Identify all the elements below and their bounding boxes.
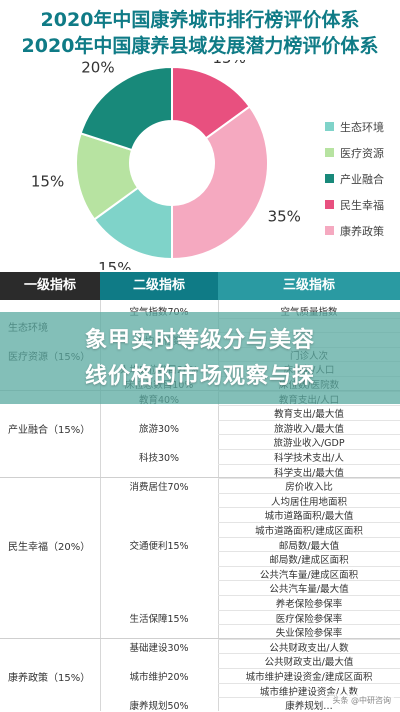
row-divider bbox=[218, 463, 400, 465]
overlay-banner bbox=[0, 312, 400, 404]
table-cell-c3: 康养规划… bbox=[285, 701, 333, 712]
legend-swatch bbox=[325, 122, 334, 131]
slice-label: 35% bbox=[268, 208, 301, 226]
header-level-3: 三级指标 bbox=[218, 272, 400, 300]
watermark: 头条 @中研咨询 bbox=[329, 694, 394, 707]
group-divider bbox=[0, 637, 400, 639]
row-divider bbox=[218, 492, 400, 494]
group-divider bbox=[0, 477, 400, 479]
slice-label: 15% bbox=[213, 60, 246, 67]
row-divider bbox=[218, 551, 400, 553]
legend-label: 产业融合 bbox=[340, 172, 384, 186]
header-level-1: 一级指标 bbox=[0, 272, 100, 300]
row-divider bbox=[218, 507, 400, 509]
slice-label: 20% bbox=[81, 60, 114, 77]
table-cell-c2: 交通便利15% bbox=[129, 540, 189, 552]
row-divider bbox=[218, 478, 400, 480]
table-cell-c2: 城市维护20% bbox=[129, 672, 189, 683]
table-cell-c3: 城市维护建设资金/建成区面积 bbox=[245, 672, 373, 683]
row-divider bbox=[218, 682, 400, 684]
title-line-1: 2020年中国康养城市排行榜评价体系 bbox=[40, 9, 360, 31]
row-divider bbox=[218, 419, 400, 421]
legend-label: 民生幸福 bbox=[340, 198, 384, 212]
table-cell-c3: 失业保险参保率 bbox=[275, 628, 343, 640]
row-divider bbox=[218, 522, 400, 523]
slice-label: 15% bbox=[31, 172, 64, 190]
table-cell-c3: 城市道路面积/建成区面积 bbox=[255, 526, 363, 537]
row-divider bbox=[218, 653, 400, 655]
legend-swatch bbox=[325, 200, 334, 209]
overlay-text-1: 象甲实时等级分与美容 bbox=[84, 328, 315, 353]
table-cell-c3: 邮局数/建成区面积 bbox=[269, 555, 349, 567]
table-cell-c2: 康养规划50% bbox=[129, 701, 189, 712]
row-divider bbox=[218, 405, 400, 407]
table-cell-c3: 科学技术支出/人 bbox=[274, 453, 344, 464]
table-cell-c2: 基础建设30% bbox=[129, 642, 189, 654]
row-divider bbox=[218, 697, 400, 699]
row-divider bbox=[218, 434, 400, 436]
row-divider bbox=[218, 565, 400, 567]
table-cell-c3: 房价收入比 bbox=[285, 482, 333, 494]
table-cell-c3: 公共财政支出/人数 bbox=[269, 642, 349, 654]
table-cell-c3: 养老保险参保率 bbox=[275, 599, 343, 610]
table-cell-c1: 产业融合（15%） bbox=[8, 424, 91, 436]
table-cell-c3: 城市道路面积/最大值 bbox=[264, 511, 354, 523]
legend-swatch bbox=[325, 226, 334, 235]
table-cell-c3: 旅游收入/最大值 bbox=[274, 423, 344, 435]
header-level-2: 二级指标 bbox=[100, 272, 218, 300]
row-divider bbox=[218, 595, 400, 596]
row-divider bbox=[218, 624, 400, 626]
column-divider bbox=[218, 300, 219, 711]
table-cell-c3: 公共汽车量/最大值 bbox=[269, 584, 349, 596]
table-cell-c3: 科学支出/最大值 bbox=[274, 467, 344, 479]
legend-swatch bbox=[325, 174, 334, 183]
table-cell-c3: 公共汽车量/建成区面积 bbox=[259, 569, 359, 581]
table-cell-c1: 康养政策（15%） bbox=[8, 673, 91, 684]
legend-label: 医疗资源 bbox=[340, 146, 384, 160]
table-cell-c3: 邮局数/最大值 bbox=[278, 540, 340, 552]
table-cell-c2: 旅游30% bbox=[138, 423, 180, 435]
row-divider bbox=[218, 580, 400, 582]
table-cell-c3: 公共财政支出/最大值 bbox=[264, 657, 354, 669]
slice-康养政策 bbox=[171, 105, 269, 261]
slice-产业融合 bbox=[79, 65, 173, 152]
table-cell-c2: 科技30% bbox=[138, 453, 180, 464]
table-cell-c3: 教育支出/最大值 bbox=[274, 409, 344, 421]
table-cell-c3: 旅游业收入/GDP bbox=[273, 438, 345, 450]
title-line-2: 2020年中国康养县域发展潜力榜评价体系 bbox=[21, 35, 379, 57]
table-cell-c2: 消费居住70% bbox=[129, 482, 189, 494]
legend-swatch bbox=[325, 148, 334, 157]
table-cell-c3: 医疗保险参保率 bbox=[275, 613, 343, 625]
table-cell-c2: 生活保障15% bbox=[129, 613, 189, 625]
row-divider bbox=[218, 536, 400, 538]
row-divider bbox=[218, 449, 400, 450]
row-divider bbox=[218, 609, 400, 611]
legend-label: 生态环境 bbox=[340, 120, 384, 134]
table-cell-c3: 人均居住用地面积 bbox=[270, 496, 347, 508]
row-divider bbox=[218, 668, 400, 669]
table-cell-c3: 城市维护建设资金/人数 bbox=[259, 686, 359, 698]
overlay-text-2: 线价格的市场观察与探 bbox=[84, 364, 315, 389]
row-divider bbox=[218, 638, 400, 640]
column-divider bbox=[100, 300, 101, 711]
slice-label: 15% bbox=[98, 259, 131, 270]
table-cell-c1: 民生幸福（20%） bbox=[8, 541, 91, 553]
legend-label: 康养政策 bbox=[340, 224, 384, 238]
